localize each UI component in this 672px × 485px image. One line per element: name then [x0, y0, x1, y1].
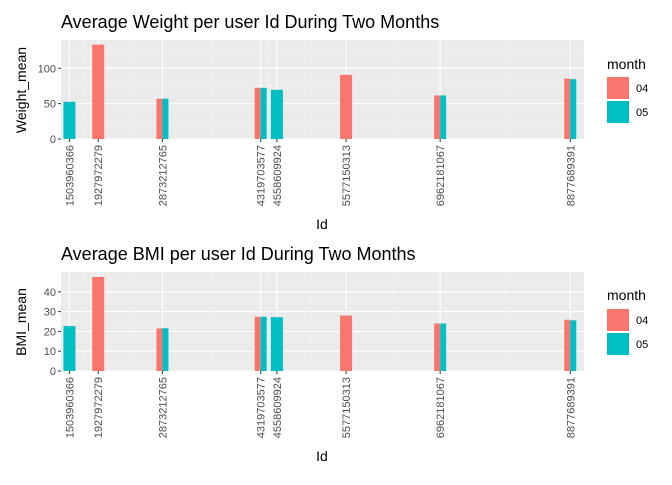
bmi-x-axis: 1503960366 1927972279 2873212765 4319703577… — [64, 371, 577, 438]
weight-legend-key-05 — [607, 101, 629, 123]
bmi-bar-05 — [162, 328, 169, 371]
weight-bar-04 — [564, 78, 571, 139]
bmi-bar-04 — [340, 315, 353, 371]
weight-y-tick-label: 100 — [38, 63, 56, 75]
weight-bar-04 — [156, 98, 163, 139]
bmi-bar-04 — [254, 316, 261, 371]
bmi-y-tick-label: 0 — [50, 366, 56, 378]
bmi-bar-04 — [92, 276, 105, 371]
bmi-bar-05 — [570, 320, 577, 371]
bmi-bar-05 — [63, 326, 76, 371]
bmi-legend-key-05 — [607, 333, 629, 355]
weight-x-tick-label: 5577150313 — [341, 145, 353, 206]
bmi-x-tick-label: 2873212765 — [157, 377, 169, 438]
bmi-x-tick-label: 1503960366 — [64, 377, 76, 438]
bmi-bar-04 — [156, 328, 163, 371]
bmi-x-tick-label: 1927972279 — [93, 377, 105, 438]
weight-bar-05 — [270, 89, 283, 139]
bmi-legend-key-04 — [607, 309, 629, 331]
bmi-y-axis: 0 10 20 30 40 — [44, 287, 61, 378]
bmi-y-tick-label: 10 — [44, 346, 56, 358]
bmi-bar-04 — [434, 323, 441, 371]
weight-bar-05 — [570, 79, 577, 139]
weight-chart: Average Weight per user Id During Two Mo… — [13, 12, 648, 232]
bmi-bar-05 — [260, 316, 267, 371]
weight-x-tick-label: 6962181067 — [435, 145, 447, 206]
weight-chart-title: Average Weight per user Id During Two Mo… — [61, 12, 439, 32]
weight-bar-04 — [92, 44, 105, 139]
weight-x-tick-label: 8877689391 — [565, 145, 577, 206]
weight-legend-label-05: 05 — [636, 107, 648, 119]
bmi-legend: month 04 05 — [607, 287, 648, 355]
bmi-x-tick-label: 8877689391 — [565, 377, 577, 438]
bmi-x-axis-title: Id — [316, 448, 328, 464]
bmi-legend-title: month — [607, 287, 646, 303]
bmi-legend-label-04: 04 — [636, 315, 648, 327]
bmi-x-tick-label: 6962181067 — [435, 377, 447, 438]
bmi-y-tick-label: 20 — [44, 326, 56, 338]
weight-y-tick-label: 50 — [44, 99, 56, 111]
weight-legend-label-04: 04 — [636, 83, 648, 95]
weight-bar-05 — [63, 101, 76, 139]
weight-x-axis-title: Id — [316, 216, 328, 232]
weight-plot-panel — [61, 40, 584, 139]
bmi-bar-04 — [564, 319, 571, 371]
weight-bar-05 — [440, 95, 447, 139]
bmi-x-tick-label: 5577150313 — [341, 377, 353, 438]
weight-legend-title: month — [607, 56, 646, 72]
weight-legend-key-04 — [607, 77, 629, 99]
weight-y-axis: 0 50 100 — [38, 63, 61, 146]
bmi-x-tick-label: 4319703577 — [256, 377, 268, 438]
weight-x-tick-label: 4558609924 — [272, 145, 284, 206]
bmi-bar-05 — [440, 323, 447, 371]
weight-bar-04 — [434, 95, 441, 139]
weight-x-tick-label: 1503960366 — [64, 145, 76, 206]
bmi-chart-title: Average BMI per user Id During Two Month… — [61, 244, 416, 264]
bmi-bars — [63, 276, 577, 371]
weight-x-tick-label: 2873212765 — [157, 145, 169, 206]
weight-bar-04 — [254, 87, 261, 139]
weight-bar-05 — [162, 98, 169, 139]
bmi-y-tick-label: 40 — [44, 287, 56, 299]
bmi-y-tick-label: 30 — [44, 307, 56, 319]
bmi-bar-05 — [270, 317, 283, 371]
bmi-y-axis-title: BMI_mean — [13, 288, 29, 356]
weight-x-axis: 1503960366 1927972279 2873212765 4319703577… — [64, 139, 577, 206]
bmi-chart: Average BMI per user Id During Two Month… — [13, 244, 648, 464]
weight-y-tick-label: 0 — [50, 134, 56, 146]
weight-bar-05 — [260, 87, 267, 139]
weight-x-tick-label: 4319703577 — [256, 145, 268, 206]
bmi-x-tick-label: 4558609924 — [272, 377, 284, 438]
weight-x-tick-label: 1927972279 — [93, 145, 105, 206]
weight-bars — [63, 44, 577, 139]
weight-legend: month 04 05 — [607, 56, 648, 123]
weight-y-axis-title: Weight_mean — [13, 47, 29, 133]
bmi-legend-label-05: 05 — [636, 339, 648, 351]
weight-bar-04 — [340, 74, 353, 139]
